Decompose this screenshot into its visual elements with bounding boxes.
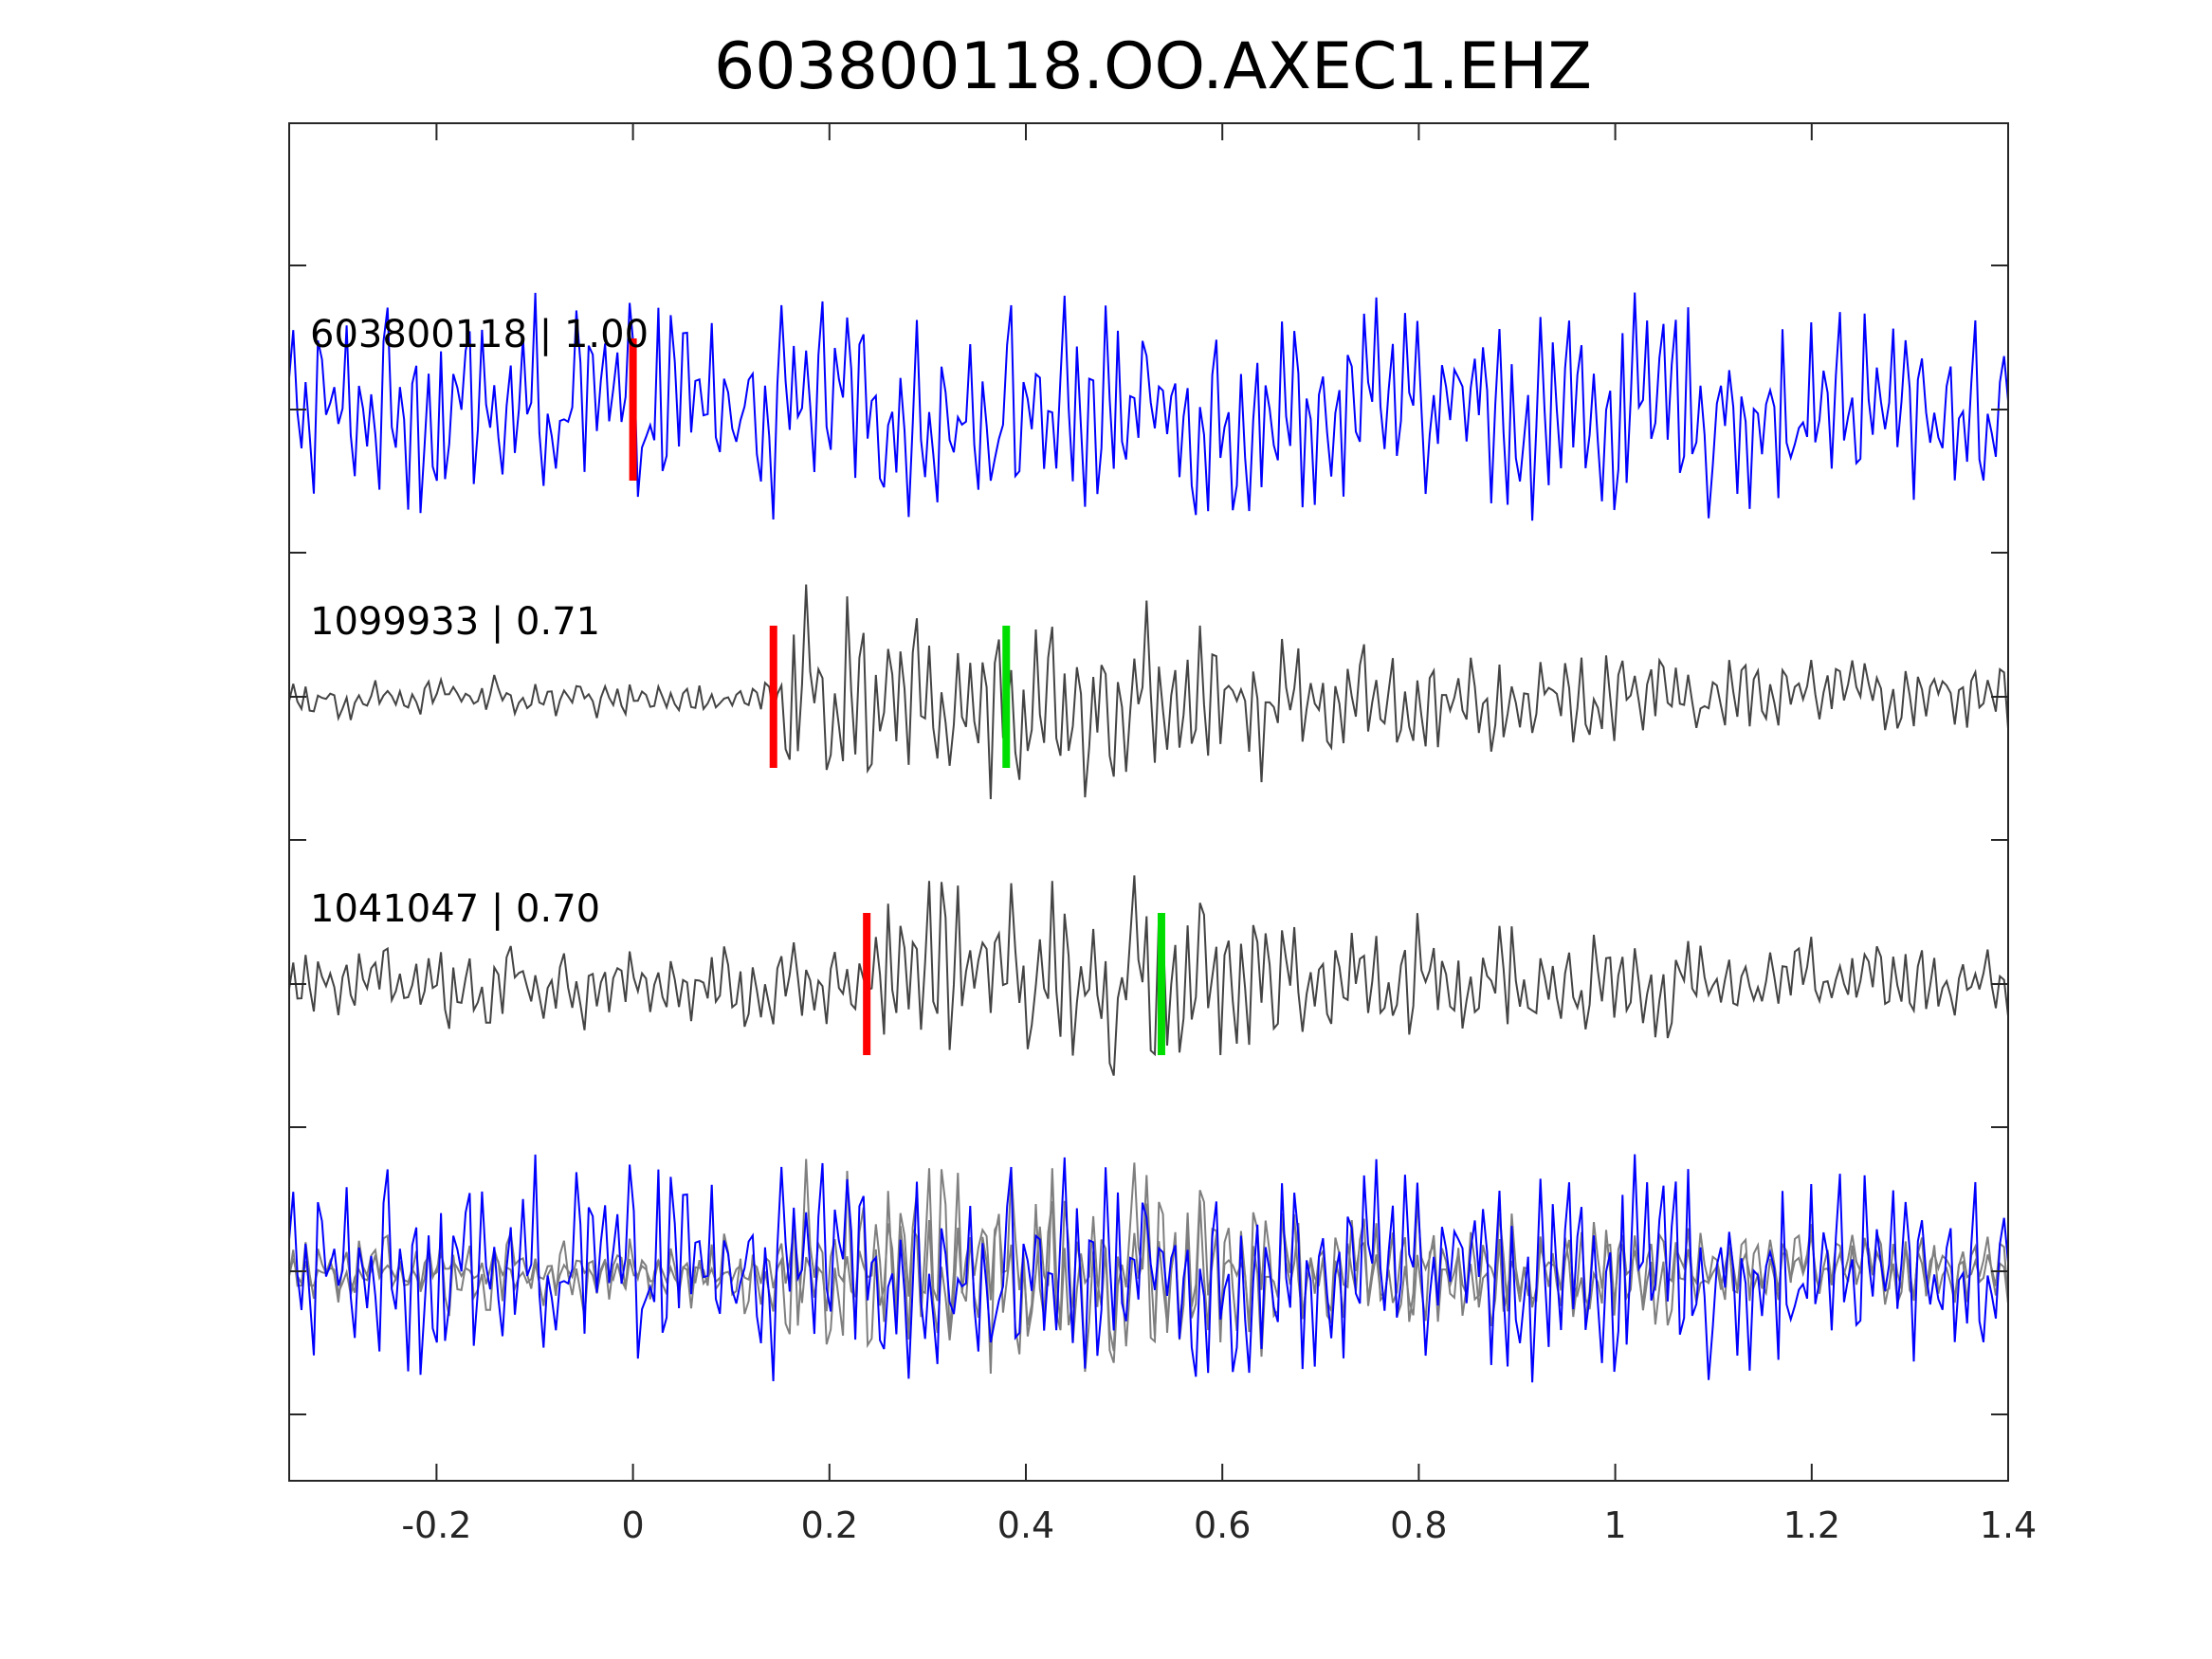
plot-area <box>288 292 2009 1383</box>
chart-title: 603800118.OO.AXEC1.EHZ <box>714 29 1592 104</box>
x-tick-label: 0.6 <box>1194 1504 1251 1546</box>
trace-labels: 603800118 | 1.00 1099933 | 0.71 1041047 | … <box>310 313 649 931</box>
trace-label: 603800118 | 1.00 <box>310 313 649 356</box>
trace-line-1041047 <box>288 875 2009 1076</box>
x-tick-label: 0 <box>622 1504 645 1546</box>
x-tick-label: 0.8 <box>1390 1504 1447 1546</box>
trace-line-603800118 <box>288 292 2009 521</box>
x-tick-label: 0.4 <box>997 1504 1054 1546</box>
x-tick-label: -0.2 <box>401 1504 471 1546</box>
x-tick-label: 0.2 <box>801 1504 858 1546</box>
overlay-trace-1041047 <box>288 1162 2009 1363</box>
axis-ticks: -0.2 0 0.2 0.4 0.6 0.8 1 1.2 1.4 <box>289 123 2037 1546</box>
x-tick-label: 1.2 <box>1783 1504 1840 1546</box>
overlay-trace-603800118 <box>288 1154 2009 1383</box>
trace-line-1099933 <box>288 584 2009 800</box>
x-tick-label: 1 <box>1604 1504 1627 1546</box>
x-tick-label: 1.4 <box>1980 1504 2037 1546</box>
trace-label: 1099933 | 0.71 <box>310 600 600 644</box>
trace-label: 1041047 | 0.70 <box>310 887 600 931</box>
axes-frame <box>288 122 2009 1482</box>
